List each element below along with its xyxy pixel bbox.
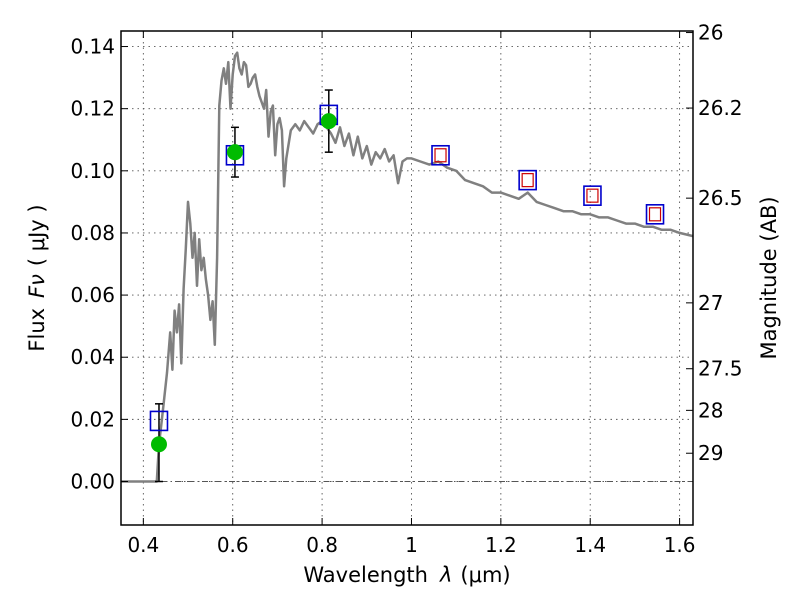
model-photometry-inner-square <box>521 173 534 188</box>
observed-flux-point <box>226 144 243 161</box>
y-tick-label: 0.00 <box>70 470 115 494</box>
x-tick-label: 0.8 <box>306 533 338 557</box>
series-layer <box>121 51 694 483</box>
model-photometry-square <box>518 169 537 191</box>
plot-frame <box>120 30 694 526</box>
y2-tick-label: 28 <box>698 398 723 422</box>
x-tick-label: 0.4 <box>127 533 159 557</box>
x-tick-label: 1.4 <box>574 533 606 557</box>
x-tick-label: 1 <box>405 533 418 557</box>
y2-tick-label: 26.5 <box>698 186 743 210</box>
y2-tick-label: 27 <box>698 291 723 315</box>
y-tick-label: 0.12 <box>70 97 115 121</box>
y-tick-label: 0.04 <box>70 345 115 369</box>
y-tick-label: 0.06 <box>70 283 115 307</box>
sed-model-line <box>121 51 694 483</box>
model-photometry-square <box>149 410 169 432</box>
y2-tick-label: 27.5 <box>698 357 743 381</box>
y2-tick-label: 26 <box>698 21 723 45</box>
y-tick-label: 0.08 <box>70 221 115 245</box>
model-photometry-inner-square <box>648 207 662 222</box>
y2-tick-label: 26.2 <box>698 96 743 120</box>
x-tick-label: 0.6 <box>217 533 249 557</box>
y2-axis-label: Magnitude (AB) <box>757 196 781 359</box>
x-axis-label: Wavelength λ (μm) <box>303 563 510 587</box>
observed-flux-point <box>320 113 337 130</box>
model-photometry-square <box>583 185 602 206</box>
model-photometry-square <box>431 144 450 166</box>
y-tick-label: 0.02 <box>70 407 115 431</box>
model-photometry-inner-square <box>586 188 599 203</box>
x-tick-label: 1.6 <box>664 533 696 557</box>
y-tick-label: 0.14 <box>70 35 115 59</box>
y-tick-label: 0.10 <box>70 159 115 183</box>
observed-flux-point <box>150 436 167 453</box>
model-photometry-inner-square <box>434 148 447 163</box>
x-tick-label: 1.2 <box>485 533 517 557</box>
ticks-layer: 0.4 0.6 0.8 1 1.2 1.4 1.6 0.00 0.02 0.04 0.06 0.08 0… <box>70 21 742 557</box>
y2-tick-label: 29 <box>698 441 723 465</box>
model-photometry-square <box>645 204 665 225</box>
y-axis-label: FluxFν( μJy ) <box>25 204 49 351</box>
